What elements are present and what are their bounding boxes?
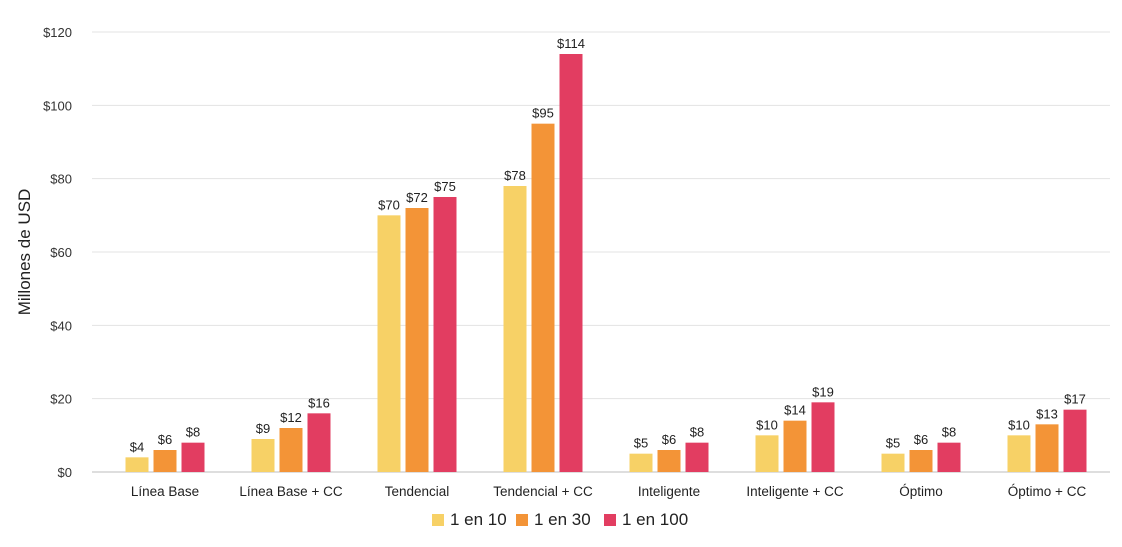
legend: 1 en 10 1 en 30 1 en 100: [432, 510, 688, 529]
bar: [559, 54, 583, 472]
bar: [881, 453, 905, 472]
bar: [629, 453, 653, 472]
data-label: $5: [634, 436, 648, 451]
bar: [153, 450, 177, 472]
bar: [531, 123, 555, 473]
legend-label: 1 en 100: [622, 510, 688, 529]
bar: [251, 439, 275, 472]
data-label: $13: [1036, 406, 1058, 421]
y-axis-label: Millones de USD: [15, 189, 34, 316]
data-label: $75: [434, 179, 456, 194]
data-label: $16: [308, 395, 330, 410]
bar: [1007, 435, 1031, 472]
data-label: $14: [784, 403, 806, 418]
bar: [405, 208, 429, 472]
y-tick-label: $100: [43, 98, 72, 113]
legend-swatch: [604, 514, 616, 526]
data-label: $6: [158, 432, 172, 447]
bar: [811, 402, 835, 472]
bar: [307, 413, 331, 472]
x-tick-label: Inteligente: [638, 484, 700, 499]
data-label: $17: [1064, 392, 1086, 407]
y-tick-label: $0: [58, 465, 72, 480]
data-label: $19: [812, 384, 834, 399]
data-label: $95: [532, 106, 554, 121]
bar: [685, 442, 709, 472]
bar: [783, 420, 807, 472]
x-tick-label: Óptimo + CC: [1008, 484, 1087, 499]
data-label: $70: [378, 197, 400, 212]
x-tick-label: Línea Base: [131, 484, 199, 499]
legend-label: 1 en 30: [534, 510, 591, 529]
x-tick-label: Tendencial + CC: [493, 484, 593, 499]
data-label: $8: [942, 425, 956, 440]
legend-swatch: [516, 514, 528, 526]
x-tick-label: Tendencial: [385, 484, 450, 499]
y-tick-label: $80: [50, 172, 72, 187]
y-axis-ticks: $0 $20 $40 $60 $80 $100 $120: [43, 25, 72, 480]
bar: [1035, 424, 1059, 472]
y-tick-label: $20: [50, 392, 72, 407]
data-label: $9: [256, 421, 270, 436]
data-label: $114: [557, 36, 585, 51]
bar: [657, 450, 681, 472]
data-label: $8: [690, 425, 704, 440]
data-label: $10: [756, 417, 778, 432]
data-labels: $4 $6 $8 $9 $12 $16 $70 $72 $75 $78 $95 $114 $5 $6 $8 $…: [130, 36, 1086, 454]
data-label: $12: [280, 410, 302, 425]
x-tick-label: Inteligente + CC: [746, 484, 843, 499]
data-label: $78: [504, 168, 526, 183]
bar: [503, 186, 527, 472]
data-label: $72: [406, 190, 428, 205]
bar: [279, 428, 303, 472]
bar: [433, 197, 457, 472]
y-tick-label: $60: [50, 245, 72, 260]
y-tick-label: $120: [43, 25, 72, 40]
x-tick-label: Línea Base + CC: [239, 484, 342, 499]
gridlines: [92, 31, 1110, 473]
data-label: $6: [662, 432, 676, 447]
data-label: $5: [886, 436, 900, 451]
data-label: $10: [1008, 417, 1030, 432]
bar: [1063, 409, 1087, 472]
x-axis-ticks: Línea Base Línea Base + CC Tendencial Tende…: [131, 484, 1087, 499]
bar: [909, 450, 933, 472]
data-label: $4: [130, 439, 144, 454]
data-label: $6: [914, 432, 928, 447]
bars: [125, 54, 1087, 473]
legend-label: 1 en 10: [450, 510, 507, 529]
bar: [125, 457, 149, 472]
y-tick-label: $40: [50, 318, 72, 333]
bar: [755, 435, 779, 472]
bar: [181, 442, 205, 472]
x-tick-label: Óptimo: [899, 484, 943, 499]
bar: [377, 215, 401, 473]
data-label: $8: [186, 425, 200, 440]
legend-swatch: [432, 514, 444, 526]
bar: [937, 442, 961, 472]
